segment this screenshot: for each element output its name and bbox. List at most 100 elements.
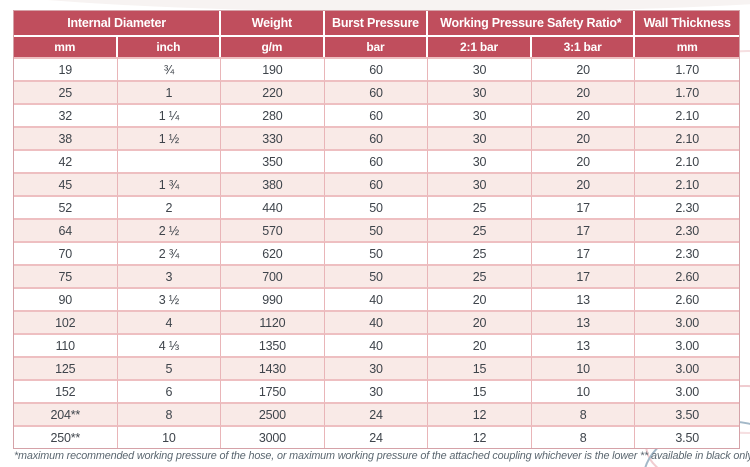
table-cell: 125 <box>14 356 118 379</box>
table-cell: 2 ½ <box>117 218 222 241</box>
column-group-header: Burst Pressure <box>324 11 429 37</box>
table-row: 110 4 ⅓ 1350 40 20 13 3.00 <box>14 333 739 356</box>
column-unit-header: 3:1 bar <box>531 37 636 57</box>
table-cell: 8 <box>531 402 636 425</box>
table-row: 25 1 220 60 30 20 1.70 <box>14 80 739 103</box>
table-cell: 2.60 <box>635 287 739 310</box>
table-cell: 190 <box>221 57 325 80</box>
table-cell: 4 <box>117 310 222 333</box>
table-cell: 380 <box>221 172 325 195</box>
column-unit-header: mm <box>635 37 739 57</box>
table-cell: 3 <box>117 264 222 287</box>
table-cell: 50 <box>324 241 429 264</box>
table-row: 152 6 1750 30 15 10 3.00 <box>14 379 739 402</box>
table-row: 42 350 60 30 20 2.10 <box>14 149 739 172</box>
table-cell: 25 <box>14 80 118 103</box>
table-row: 102 4 1120 40 20 13 3.00 <box>14 310 739 333</box>
table-cell: 102 <box>14 310 118 333</box>
table-cell: 1 ¾ <box>117 172 222 195</box>
table-cell: 8 <box>531 425 636 448</box>
table-cell: 50 <box>324 218 429 241</box>
table-row: 250** 10 3000 24 12 8 3.50 <box>14 425 739 448</box>
table-cell: 3.00 <box>635 356 739 379</box>
table-cell: 30 <box>324 379 429 402</box>
table-cell: 1.70 <box>635 57 739 80</box>
table-cell: 15 <box>428 356 532 379</box>
table-cell: 30 <box>428 172 532 195</box>
table-row: 38 1 ½ 330 60 30 20 2.10 <box>14 126 739 149</box>
table-cell: 1750 <box>221 379 325 402</box>
table-cell: 2.10 <box>635 149 739 172</box>
table-cell: 10 <box>117 425 222 448</box>
table-cell: 20 <box>531 80 636 103</box>
table-cell: 60 <box>324 149 429 172</box>
table-cell: 19 <box>14 57 118 80</box>
table-cell: 5 <box>117 356 222 379</box>
table-cell: 30 <box>428 149 532 172</box>
table-cell: 1 <box>117 80 222 103</box>
table-cell: 3.50 <box>635 425 739 448</box>
table-cell: 75 <box>14 264 118 287</box>
table-cell: 280 <box>221 103 325 126</box>
table-cell: 3 ½ <box>117 287 222 310</box>
table-cell: 440 <box>221 195 325 218</box>
table-cell: 30 <box>428 57 532 80</box>
column-unit-header: inch <box>117 37 222 57</box>
table-cell: 2.10 <box>635 103 739 126</box>
table-cell: 2 <box>117 195 222 218</box>
column-unit-header: 2:1 bar <box>428 37 532 57</box>
table-cell: 30 <box>428 126 532 149</box>
table-cell: 13 <box>531 333 636 356</box>
table-cell: 30 <box>428 80 532 103</box>
table-row: 90 3 ½ 990 40 20 13 2.60 <box>14 287 739 310</box>
table-cell: 20 <box>531 149 636 172</box>
table-cell: 13 <box>531 310 636 333</box>
table-cell: 2500 <box>221 402 325 425</box>
table-cell: 25 <box>428 264 532 287</box>
table-cell: 50 <box>324 264 429 287</box>
table-cell: 350 <box>221 149 325 172</box>
table-cell: 2 ¾ <box>117 241 222 264</box>
table-cell: 3.00 <box>635 379 739 402</box>
table-cell: 1 ¼ <box>117 103 222 126</box>
table-cell: 38 <box>14 126 118 149</box>
table-cell: 110 <box>14 333 118 356</box>
table-cell: 42 <box>14 149 118 172</box>
table-cell: ¾ <box>117 57 222 80</box>
table-cell: 620 <box>221 241 325 264</box>
table-cell: 2.30 <box>635 218 739 241</box>
table-row: 52 2 440 50 25 17 2.30 <box>14 195 739 218</box>
table-cell: 3000 <box>221 425 325 448</box>
table-cell <box>117 149 222 172</box>
table-cell: 1 ½ <box>117 126 222 149</box>
table-cell: 90 <box>14 287 118 310</box>
table-cell: 25 <box>428 195 532 218</box>
table-cell: 2.30 <box>635 241 739 264</box>
table-cell: 17 <box>531 218 636 241</box>
header-unit-row: mm inch g/m bar 2:1 bar 3:1 bar mm <box>14 37 739 57</box>
table-cell: 70 <box>14 241 118 264</box>
table-cell: 64 <box>14 218 118 241</box>
table-row: 204** 8 2500 24 12 8 3.50 <box>14 402 739 425</box>
table-cell: 52 <box>14 195 118 218</box>
table-cell: 45 <box>14 172 118 195</box>
table-cell: 6 <box>117 379 222 402</box>
table-cell: 2.30 <box>635 195 739 218</box>
table-cell: 40 <box>324 287 429 310</box>
header-group-row: Internal Diameter Weight Burst Pressure Wor… <box>14 11 739 37</box>
table-cell: 60 <box>324 126 429 149</box>
table-cell: 1350 <box>221 333 325 356</box>
table-cell: 50 <box>324 195 429 218</box>
table-cell: 25 <box>428 218 532 241</box>
table-cell: 15 <box>428 379 532 402</box>
table-cell: 60 <box>324 80 429 103</box>
table-cell: 8 <box>117 402 222 425</box>
table-cell: 17 <box>531 195 636 218</box>
table-cell: 570 <box>221 218 325 241</box>
table-cell: 250** <box>14 425 118 448</box>
table-cell: 152 <box>14 379 118 402</box>
table-cell: 3.00 <box>635 310 739 333</box>
table-cell: 3.00 <box>635 333 739 356</box>
table-cell: 4 ⅓ <box>117 333 222 356</box>
column-group-header: Working Pressure Safety Ratio* <box>428 11 636 37</box>
